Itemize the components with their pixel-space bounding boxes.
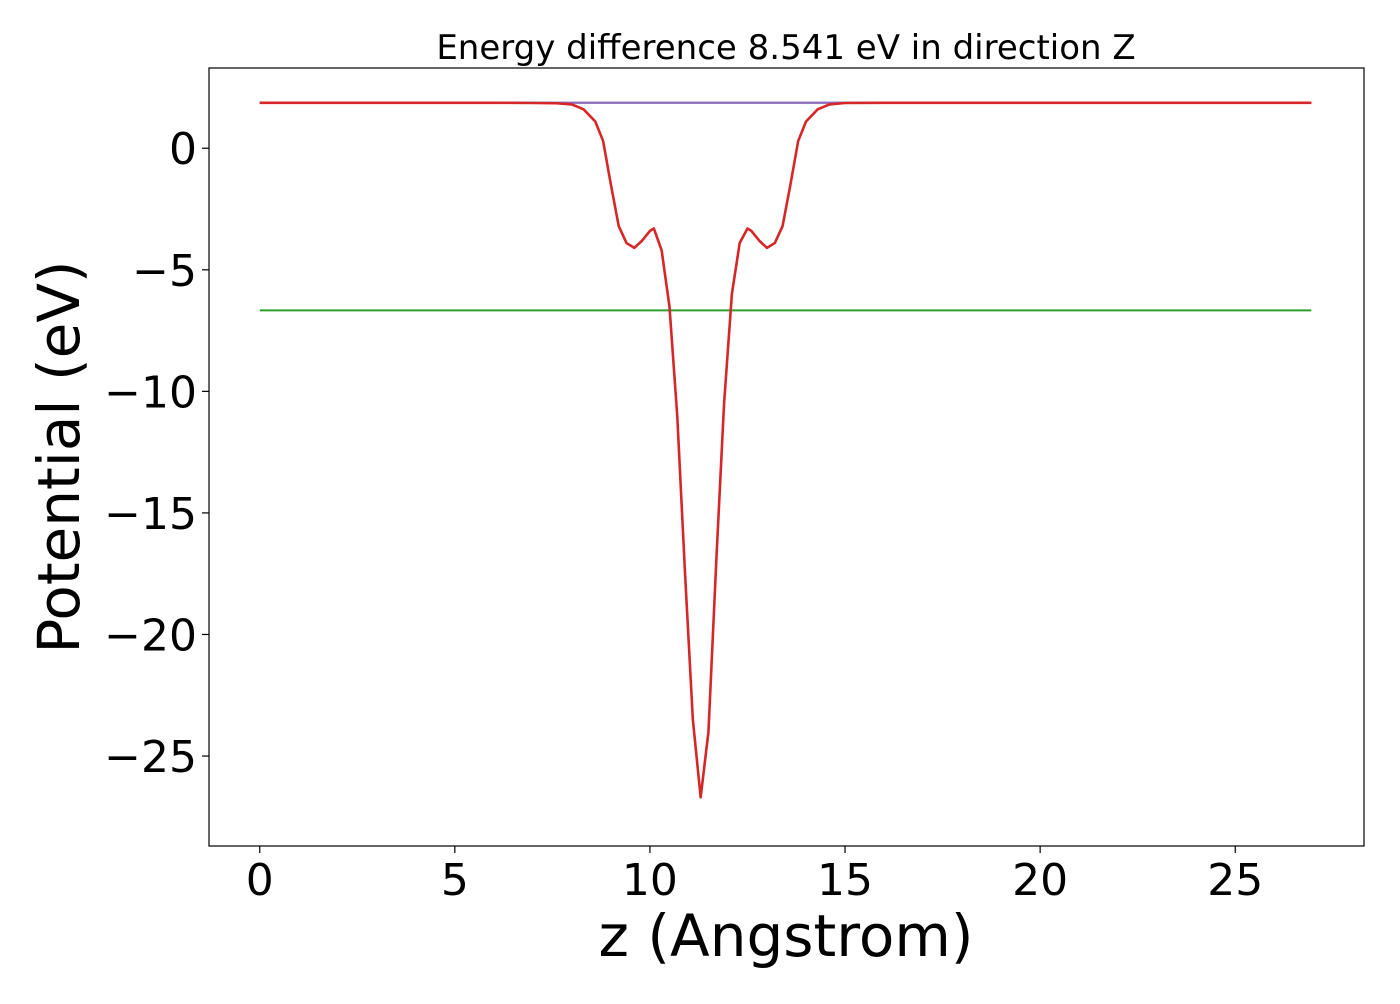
x-tick-label: 5 bbox=[441, 855, 469, 906]
y-tick-label: −5 bbox=[132, 246, 197, 297]
y-axis-ticks: 0 −5 −10 −15 −20 −25 bbox=[104, 124, 209, 783]
series-line-4 bbox=[259, 101, 1312, 799]
x-axis-label: z (Angstrom) bbox=[599, 902, 974, 970]
y-tick-label: −20 bbox=[104, 610, 197, 661]
y-tick-label: 0 bbox=[169, 124, 197, 175]
x-tick-label: 25 bbox=[1207, 855, 1263, 906]
x-tick-label: 20 bbox=[1012, 855, 1068, 906]
plot-frame bbox=[208, 67, 1365, 847]
x-tick-label: 0 bbox=[246, 855, 274, 906]
y-axis-label: Potential (eV) bbox=[25, 260, 93, 653]
x-tick-label: 10 bbox=[622, 855, 678, 906]
x-tick-label: 15 bbox=[817, 855, 873, 906]
y-tick-label: −15 bbox=[104, 489, 197, 540]
chart-title: Energy difference 8.541 eV in direction … bbox=[436, 28, 1135, 68]
y-tick-label: −10 bbox=[104, 367, 197, 418]
y-tick-label: −25 bbox=[104, 732, 197, 783]
plot-area bbox=[208, 67, 1365, 847]
series-layer bbox=[259, 101, 1312, 799]
x-axis-ticks: 0 5 10 15 20 25 bbox=[246, 846, 1263, 906]
